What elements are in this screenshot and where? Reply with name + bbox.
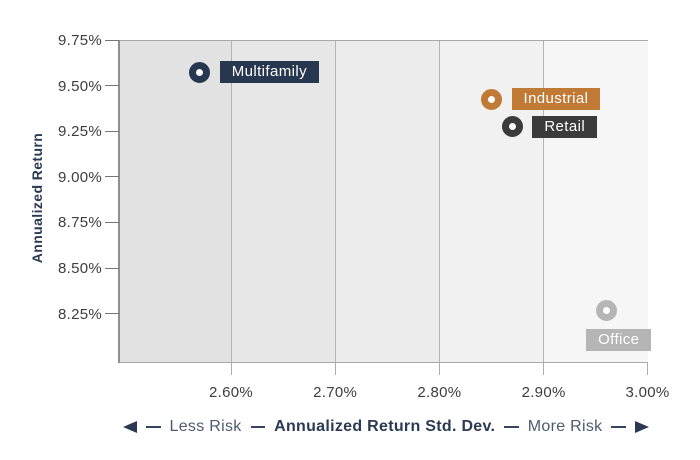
x-tick-label: 2.80% [417,384,462,401]
caption-line [504,426,519,428]
x-tick-mark [438,363,440,375]
y-axis-line [118,40,120,363]
y-tick-mark [105,313,119,315]
point-label-office: Office [586,328,652,351]
more-risk-label: More Risk [527,418,603,435]
vertical-gridline [543,41,545,362]
x-tick-mark [230,363,232,375]
vertical-gridline [334,41,336,362]
x-tick-label: 2.70% [313,384,358,401]
less-risk-label: Less Risk [169,418,242,435]
caption-line [146,426,161,428]
x-tick-label: 2.90% [521,384,566,401]
y-tick-mark [105,130,119,132]
x-tick-mark [647,363,648,375]
caption-line [250,426,266,428]
y-tick-label: 9.00% [57,168,102,186]
vertical-gridline [438,41,440,362]
data-point-marker-multifamily[interactable] [189,61,211,83]
caption-line [611,426,626,428]
less-risk-arrowhead-icon [123,421,137,433]
vertical-gridline [230,41,232,362]
y-tick-mark [105,39,119,41]
plot-band [120,41,231,362]
y-tick-label: 9.25% [57,123,102,141]
y-tick-label: 8.75% [57,214,102,232]
x-tick-label: 3.00% [625,384,670,401]
y-tick-mark [105,85,119,87]
x-tick-mark [543,363,545,375]
x-axis-title: Annualized Return Std. Dev. [274,418,496,435]
point-label-multifamily: Multifamily [219,61,319,83]
y-tick-mark [105,176,119,178]
x-axis-caption: Less Risk Annualized Return Std. Dev. Mo… [123,418,649,436]
plot-area: Multifamily Industrial Retail Office [120,40,652,363]
plot-band [231,41,336,362]
more-risk-arrowhead-icon [635,421,649,433]
plot-band [335,41,440,362]
y-tick-mark [105,267,119,269]
data-point-marker-retail[interactable] [501,116,523,138]
x-tick-label: 2.60% [208,384,254,401]
y-tick-label: 8.25% [57,305,102,323]
point-label-retail: Retail [532,115,598,138]
data-point-marker-industrial[interactable] [481,88,502,110]
x-tick-mark [334,363,336,375]
y-tick-mark [105,221,119,223]
y-tick-label: 8.50% [57,260,102,277]
y-tick-label: 9.50% [57,77,102,95]
data-point-marker-office[interactable] [595,300,617,322]
y-tick-label: 9.75% [57,32,102,49]
point-label-industrial: Industrial [511,88,601,111]
y-axis-title: Annualized Return [29,132,45,264]
